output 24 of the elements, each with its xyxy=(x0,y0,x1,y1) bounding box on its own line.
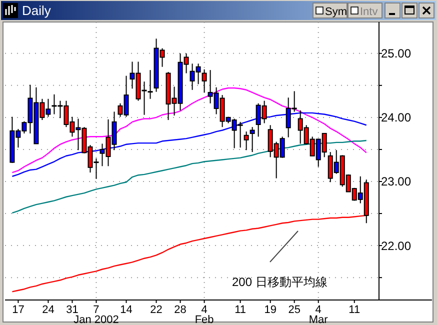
x-tick-label: 17 xyxy=(12,304,24,316)
y-tick-label: 24.00 xyxy=(381,110,412,125)
y-tick-label: 25.00 xyxy=(381,46,412,61)
x-tick-label: 19 xyxy=(264,304,276,316)
chart-title: Daily xyxy=(22,3,52,18)
y-tick-label: 23.00 xyxy=(381,174,412,189)
text: Intv xyxy=(360,6,378,18)
x-tick-label: 22 xyxy=(150,304,162,316)
line-series xyxy=(12,87,367,174)
x-tick-label: 14 xyxy=(120,304,132,316)
x-tick-label: 11 xyxy=(348,304,360,316)
candlestick xyxy=(250,126,255,153)
x-tick-label: 28 xyxy=(174,304,186,316)
x-tick-label: 4 Feb xyxy=(194,304,214,325)
x-tick-label: 31 xyxy=(66,304,78,316)
x-tick-label: 11 xyxy=(234,304,246,316)
y-tick-label: 22.00 xyxy=(381,238,412,253)
text: Sym xyxy=(325,6,347,18)
x-tick-label: 4 Mar xyxy=(308,304,328,325)
candlestick xyxy=(202,68,207,93)
candlestick xyxy=(244,131,249,151)
x-tick-label: 25 xyxy=(288,304,300,316)
annotation: 200 日移動平均線 xyxy=(232,275,328,289)
x-tick-label: 24 xyxy=(42,304,54,316)
